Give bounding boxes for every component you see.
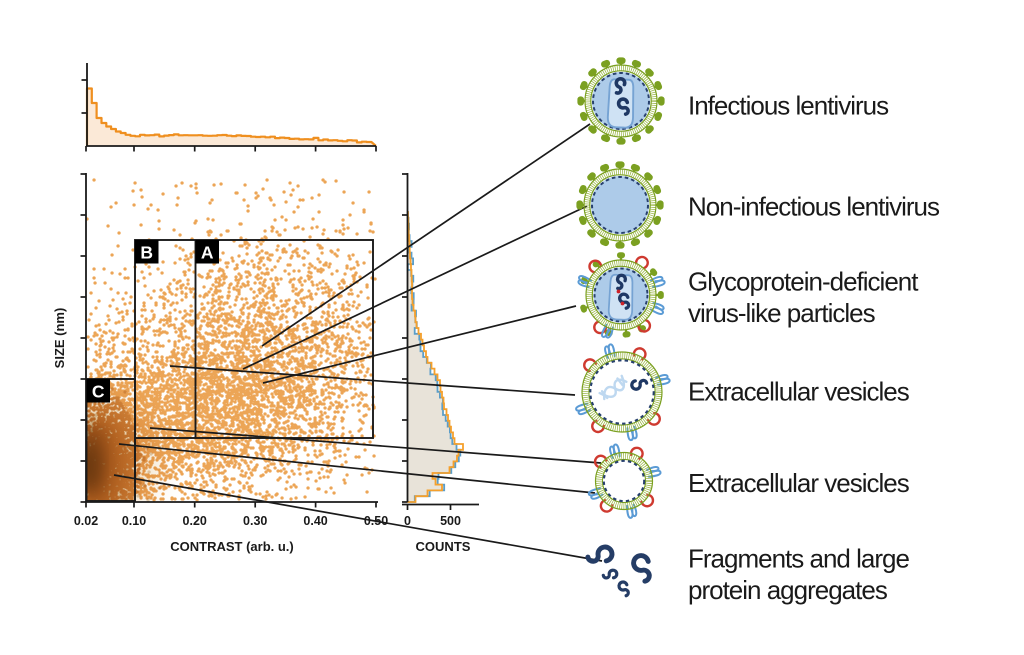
svg-text:Non-infectious lentivirus: Non-infectious lentivirus <box>688 192 940 222</box>
svg-text:Infectious lentivirus: Infectious lentivirus <box>688 91 889 121</box>
svg-text:Extracellular vesicles: Extracellular vesicles <box>688 468 910 498</box>
svg-text:0: 0 <box>404 514 411 528</box>
svg-text:COUNTS: COUNTS <box>416 539 471 554</box>
svg-text:0.02: 0.02 <box>74 514 98 528</box>
svg-text:0.20: 0.20 <box>183 514 207 528</box>
svg-text:0.10: 0.10 <box>122 514 146 528</box>
svg-text:CONTRAST (arb. u.): CONTRAST (arb. u.) <box>170 539 294 554</box>
svg-text:500: 500 <box>440 514 461 528</box>
svg-text:0.30: 0.30 <box>243 514 267 528</box>
svg-text:SIZE (nm): SIZE (nm) <box>52 308 67 369</box>
svg-text:Extracellular vesicles: Extracellular vesicles <box>688 377 910 407</box>
svg-text:A: A <box>201 242 214 262</box>
svg-text:B: B <box>140 242 153 262</box>
svg-text:0.40: 0.40 <box>303 514 327 528</box>
svg-text:C: C <box>92 381 105 401</box>
svg-text:Glycoprotein-deficient: Glycoprotein-deficient <box>688 267 919 297</box>
svg-text:0.50: 0.50 <box>364 514 388 528</box>
svg-text:virus-like particles: virus-like particles <box>688 298 876 328</box>
svg-text:Fragments and large: Fragments and large <box>688 544 909 574</box>
svg-text:protein aggregates: protein aggregates <box>688 575 888 605</box>
